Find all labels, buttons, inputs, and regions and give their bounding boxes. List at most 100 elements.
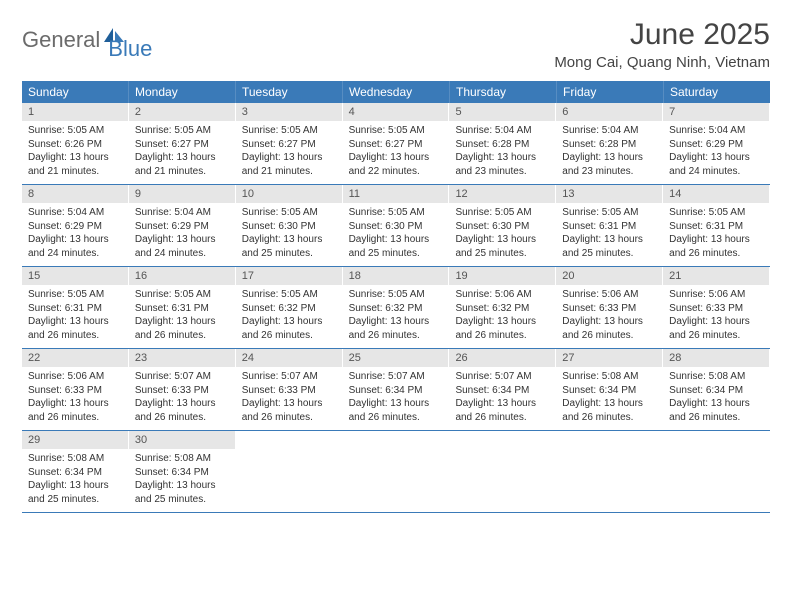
day-body: Sunrise: 5:05 AMSunset: 6:27 PMDaylight:… xyxy=(236,121,342,184)
sunset-text: Sunset: 6:32 PM xyxy=(242,302,336,316)
calendar-week: 8Sunrise: 5:04 AMSunset: 6:29 PMDaylight… xyxy=(22,185,770,267)
weekday-header: Thursday xyxy=(450,81,557,103)
day-body: Sunrise: 5:08 AMSunset: 6:34 PMDaylight:… xyxy=(663,367,769,430)
sunrise-text: Sunrise: 5:05 AM xyxy=(455,206,549,220)
sunset-text: Sunset: 6:33 PM xyxy=(242,384,336,398)
sunrise-text: Sunrise: 5:05 AM xyxy=(242,288,336,302)
sunrise-text: Sunrise: 5:06 AM xyxy=(562,288,656,302)
daylight-text: Daylight: 13 hours and 26 minutes. xyxy=(242,315,336,342)
calendar-day: 19Sunrise: 5:06 AMSunset: 6:32 PMDayligh… xyxy=(449,267,556,348)
day-number: 19 xyxy=(449,267,555,285)
sunset-text: Sunset: 6:30 PM xyxy=(455,220,549,234)
calendar-day: 15Sunrise: 5:05 AMSunset: 6:31 PMDayligh… xyxy=(22,267,129,348)
day-number: 5 xyxy=(449,103,555,121)
daylight-text: Daylight: 13 hours and 26 minutes. xyxy=(349,315,443,342)
day-body: Sunrise: 5:05 AMSunset: 6:27 PMDaylight:… xyxy=(343,121,449,184)
daylight-text: Daylight: 13 hours and 25 minutes. xyxy=(28,479,122,506)
day-number: 17 xyxy=(236,267,342,285)
calendar-day: 30Sunrise: 5:08 AMSunset: 6:34 PMDayligh… xyxy=(129,431,236,512)
day-body: Sunrise: 5:07 AMSunset: 6:34 PMDaylight:… xyxy=(343,367,449,430)
daylight-text: Daylight: 13 hours and 26 minutes. xyxy=(562,315,656,342)
sunrise-text: Sunrise: 5:05 AM xyxy=(28,124,122,138)
daylight-text: Daylight: 13 hours and 24 minutes. xyxy=(28,233,122,260)
weekday-header: Monday xyxy=(129,81,236,103)
sunset-text: Sunset: 6:34 PM xyxy=(455,384,549,398)
sunset-text: Sunset: 6:29 PM xyxy=(28,220,122,234)
sunrise-text: Sunrise: 5:05 AM xyxy=(669,206,763,220)
day-body: Sunrise: 5:08 AMSunset: 6:34 PMDaylight:… xyxy=(129,449,235,512)
daylight-text: Daylight: 13 hours and 26 minutes. xyxy=(669,397,763,424)
daylight-text: Daylight: 13 hours and 26 minutes. xyxy=(455,397,549,424)
sunset-text: Sunset: 6:26 PM xyxy=(28,138,122,152)
day-number: 14 xyxy=(663,185,769,203)
daylight-text: Daylight: 13 hours and 21 minutes. xyxy=(135,151,229,178)
day-number: 2 xyxy=(129,103,235,121)
logo-text-blue: Blue xyxy=(108,36,152,62)
sunset-text: Sunset: 6:29 PM xyxy=(669,138,763,152)
sunrise-text: Sunrise: 5:04 AM xyxy=(135,206,229,220)
calendar-day xyxy=(449,431,556,512)
calendar-day: 11Sunrise: 5:05 AMSunset: 6:30 PMDayligh… xyxy=(343,185,450,266)
daylight-text: Daylight: 13 hours and 25 minutes. xyxy=(135,479,229,506)
calendar-day: 23Sunrise: 5:07 AMSunset: 6:33 PMDayligh… xyxy=(129,349,236,430)
daylight-text: Daylight: 13 hours and 24 minutes. xyxy=(669,151,763,178)
sunrise-text: Sunrise: 5:05 AM xyxy=(562,206,656,220)
day-number: 16 xyxy=(129,267,235,285)
sunset-text: Sunset: 6:33 PM xyxy=(669,302,763,316)
day-number-empty xyxy=(343,431,449,449)
day-number: 1 xyxy=(22,103,128,121)
day-body: Sunrise: 5:05 AMSunset: 6:30 PMDaylight:… xyxy=(343,203,449,266)
calendar-day: 4Sunrise: 5:05 AMSunset: 6:27 PMDaylight… xyxy=(343,103,450,184)
calendar-day: 13Sunrise: 5:05 AMSunset: 6:31 PMDayligh… xyxy=(556,185,663,266)
sunset-text: Sunset: 6:30 PM xyxy=(349,220,443,234)
day-body: Sunrise: 5:06 AMSunset: 6:32 PMDaylight:… xyxy=(449,285,555,348)
day-body: Sunrise: 5:05 AMSunset: 6:31 PMDaylight:… xyxy=(129,285,235,348)
day-body: Sunrise: 5:04 AMSunset: 6:28 PMDaylight:… xyxy=(556,121,662,184)
daylight-text: Daylight: 13 hours and 25 minutes. xyxy=(349,233,443,260)
sunrise-text: Sunrise: 5:05 AM xyxy=(349,206,443,220)
daylight-text: Daylight: 13 hours and 21 minutes. xyxy=(242,151,336,178)
day-number: 20 xyxy=(556,267,662,285)
day-number: 25 xyxy=(343,349,449,367)
calendar-day: 18Sunrise: 5:05 AMSunset: 6:32 PMDayligh… xyxy=(343,267,450,348)
day-number: 3 xyxy=(236,103,342,121)
sunset-text: Sunset: 6:28 PM xyxy=(562,138,656,152)
calendar-day: 21Sunrise: 5:06 AMSunset: 6:33 PMDayligh… xyxy=(663,267,770,348)
sunrise-text: Sunrise: 5:05 AM xyxy=(28,288,122,302)
calendar-day: 22Sunrise: 5:06 AMSunset: 6:33 PMDayligh… xyxy=(22,349,129,430)
sunset-text: Sunset: 6:34 PM xyxy=(135,466,229,480)
day-number: 23 xyxy=(129,349,235,367)
location-label: Mong Cai, Quang Ninh, Vietnam xyxy=(554,54,770,71)
sunset-text: Sunset: 6:33 PM xyxy=(28,384,122,398)
day-body: Sunrise: 5:05 AMSunset: 6:27 PMDaylight:… xyxy=(129,121,235,184)
calendar-day: 24Sunrise: 5:07 AMSunset: 6:33 PMDayligh… xyxy=(236,349,343,430)
sunset-text: Sunset: 6:34 PM xyxy=(28,466,122,480)
calendar-week: 1Sunrise: 5:05 AMSunset: 6:26 PMDaylight… xyxy=(22,103,770,185)
calendar-day: 29 Sunrise: 5:08 AMSunset: 6:34 PMDayligh… xyxy=(22,431,129,512)
weeks-container: 1Sunrise: 5:05 AMSunset: 6:26 PMDaylight… xyxy=(22,103,770,513)
day-number: 11 xyxy=(343,185,449,203)
day-number: 9 xyxy=(129,185,235,203)
day-number: 12 xyxy=(449,185,555,203)
sunrise-text: Sunrise: 5:05 AM xyxy=(135,288,229,302)
sunrise-text: Sunrise: 5:06 AM xyxy=(28,370,122,384)
sunset-text: Sunset: 6:28 PM xyxy=(455,138,549,152)
day-number: 10 xyxy=(236,185,342,203)
sunrise-text: Sunrise: 5:08 AM xyxy=(669,370,763,384)
daylight-text: Daylight: 13 hours and 21 minutes. xyxy=(28,151,122,178)
weekday-header-row: SundayMondayTuesdayWednesdayThursdayFrid… xyxy=(22,81,770,103)
sunrise-text: Sunrise: 5:08 AM xyxy=(562,370,656,384)
day-body: Sunrise: 5:04 AMSunset: 6:28 PMDaylight:… xyxy=(449,121,555,184)
sunrise-text: Sunrise: 5:08 AM xyxy=(28,452,122,466)
day-body: Sunrise: 5:05 AMSunset: 6:31 PMDaylight:… xyxy=(556,203,662,266)
sunset-text: Sunset: 6:34 PM xyxy=(562,384,656,398)
daylight-text: Daylight: 13 hours and 26 minutes. xyxy=(28,315,122,342)
title-block: June 2025 Mong Cai, Quang Ninh, Vietnam xyxy=(554,18,770,71)
calendar-week: 29Sunrise: 5:08 AMSunset: 6:34 PMDayligh… xyxy=(22,431,770,513)
sunset-text: Sunset: 6:31 PM xyxy=(669,220,763,234)
calendar-day: 12Sunrise: 5:05 AMSunset: 6:30 PMDayligh… xyxy=(449,185,556,266)
day-number-empty xyxy=(449,431,555,449)
calendar-day: 14Sunrise: 5:05 AMSunset: 6:31 PMDayligh… xyxy=(663,185,770,266)
day-number: 29 xyxy=(22,431,128,449)
day-number: 26 xyxy=(449,349,555,367)
